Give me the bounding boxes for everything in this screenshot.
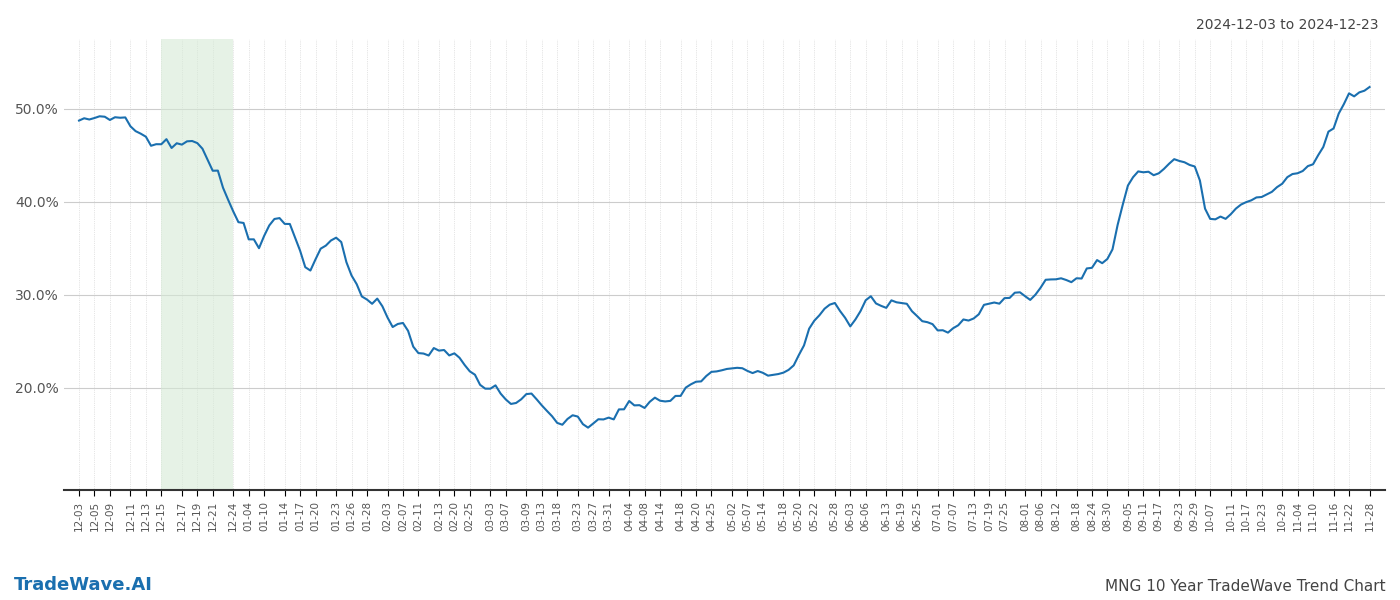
- Bar: [161, 39, 234, 490]
- Text: MNG 10 Year TradeWave Trend Chart: MNG 10 Year TradeWave Trend Chart: [1106, 579, 1386, 594]
- Text: 2024-12-03 to 2024-12-23: 2024-12-03 to 2024-12-23: [1197, 18, 1379, 32]
- Text: TradeWave.AI: TradeWave.AI: [14, 576, 153, 594]
